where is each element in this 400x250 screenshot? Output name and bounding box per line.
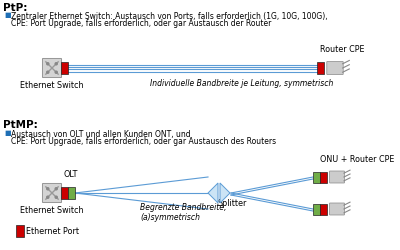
FancyBboxPatch shape	[327, 62, 343, 74]
Circle shape	[55, 196, 57, 198]
Text: PtMP:: PtMP:	[3, 120, 38, 130]
Text: ONU + Router CPE: ONU + Router CPE	[320, 155, 394, 164]
Circle shape	[55, 188, 57, 190]
FancyBboxPatch shape	[330, 203, 344, 215]
Text: Ethernet Switch: Ethernet Switch	[20, 81, 84, 90]
Text: Router CPE: Router CPE	[320, 45, 364, 54]
FancyBboxPatch shape	[42, 58, 62, 78]
Circle shape	[55, 63, 57, 65]
Circle shape	[47, 71, 49, 73]
Circle shape	[47, 63, 49, 65]
FancyBboxPatch shape	[42, 184, 62, 203]
Bar	[317, 62, 324, 74]
Text: CPE: Port Upgrade, falls erforderlich, oder gar Austausch der Router: CPE: Port Upgrade, falls erforderlich, o…	[11, 19, 271, 28]
Bar	[68, 187, 75, 199]
Polygon shape	[208, 183, 218, 203]
Text: ■: ■	[4, 12, 11, 18]
Bar	[313, 172, 320, 182]
Text: PtP:: PtP:	[3, 3, 27, 13]
Text: Zentraler Ethernet Switch: Austausch von Ports, falls erforderlich (1G, 10G, 100: Zentraler Ethernet Switch: Austausch von…	[11, 12, 328, 21]
Bar	[320, 172, 327, 182]
Text: CPE: Port Upgrade, falls erforderlich, oder gar Austausch des Routers: CPE: Port Upgrade, falls erforderlich, o…	[11, 137, 276, 146]
Text: Ethernet Switch: Ethernet Switch	[20, 206, 84, 215]
FancyBboxPatch shape	[330, 171, 344, 183]
Text: ■: ■	[4, 130, 11, 136]
Bar	[313, 204, 320, 214]
Bar	[61, 62, 68, 74]
Text: Begrenzte Bandbreite,
(a)symmetrisch: Begrenzte Bandbreite, (a)symmetrisch	[140, 203, 226, 222]
Text: Individuelle Bandbreite je Leitung, symmetrisch: Individuelle Bandbreite je Leitung, symm…	[150, 79, 333, 88]
Circle shape	[47, 196, 49, 198]
Bar	[16, 225, 24, 237]
Text: Splitter: Splitter	[218, 199, 247, 208]
Bar	[61, 187, 68, 199]
Polygon shape	[220, 183, 230, 203]
Bar	[320, 204, 327, 214]
Text: Austausch von OLT und allen Kunden ONT, und: Austausch von OLT und allen Kunden ONT, …	[11, 130, 191, 139]
Circle shape	[55, 71, 57, 73]
Circle shape	[47, 188, 49, 190]
Text: Ethernet Port: Ethernet Port	[26, 226, 79, 235]
Text: OLT: OLT	[64, 170, 78, 179]
